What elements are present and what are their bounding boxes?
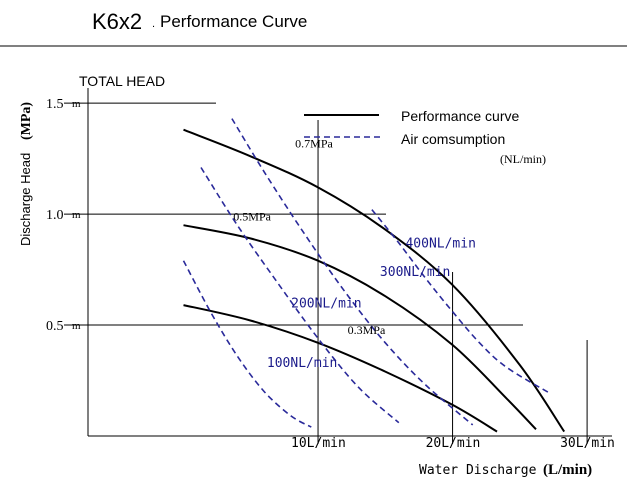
x-axis-label: Water Discharge <box>419 463 537 478</box>
x-tick-label-20l-min: 20L/min <box>426 436 481 451</box>
curve-label-0-7mpa: 0.7MPa <box>295 136 333 150</box>
y-axis-unit: (MPa) <box>19 102 34 140</box>
x-axis-title: Water Discharge (L/min) <box>419 462 592 478</box>
tick-layer: 0.5 m 1.0 m 1.5 m 10L/min 20L/min 30L/min <box>46 97 615 451</box>
y-tick-label-1-0: 1.0 <box>46 208 64 223</box>
series-line-0-7mpa <box>183 128 566 433</box>
series-line-400nl-min <box>371 209 552 395</box>
y-tick-unit-0-5: m <box>72 320 81 332</box>
curve-label-200nl-min: 200NL/min <box>291 296 361 311</box>
x-axis-unit: (L/min) <box>543 462 592 478</box>
y-axis-title: Discharge Head (MPa) <box>18 102 34 246</box>
title-dot: . <box>152 18 155 30</box>
total-head-label: TOTAL HEAD <box>79 73 165 89</box>
legend-air-label: Air comsumption <box>401 131 505 147</box>
legend: Performance curve Air comsumption (NL/mi… <box>304 108 546 166</box>
curve-label-0-5mpa: 0.5MPa <box>233 210 271 224</box>
y-tick-unit-1-0: m <box>72 209 81 221</box>
series-line-200nl-min <box>200 167 400 424</box>
grid-layer <box>64 88 612 444</box>
legend-unit-note: (NL/min) <box>500 152 546 166</box>
series-line-100nl-min <box>182 260 312 428</box>
y-tick-label-1-5: 1.5 <box>46 97 64 112</box>
y-tick-unit-1-5: m <box>72 98 81 110</box>
curve-label-0-3mpa: 0.3MPa <box>348 323 386 337</box>
legend-performance-label: Performance curve <box>401 108 519 124</box>
curve-label-100nl-min: 100NL/min <box>267 356 337 371</box>
series-line-300nl-min <box>231 118 474 426</box>
curve-label-400nl-min: 400NL/min <box>405 236 475 251</box>
y-tick-label-0-5: 0.5 <box>46 319 64 334</box>
model-title: K6x2 <box>92 9 142 34</box>
curve-label-300nl-min: 300NL/min <box>380 265 450 280</box>
label-layer: 0.7MPa 0.5MPa 0.3MPa 100NL/min 200NL/min 300N… <box>233 136 476 371</box>
series-layer <box>182 118 566 433</box>
x-tick-label-10l-min: 10L/min <box>291 436 346 451</box>
x-tick-label-30l-min: 30L/min <box>560 436 615 451</box>
y-axis-label: Discharge Head <box>18 153 33 246</box>
subtitle: Performance Curve <box>160 12 307 31</box>
series-line-0-5mpa <box>183 224 537 431</box>
series-line-0-3mpa <box>183 304 498 433</box>
